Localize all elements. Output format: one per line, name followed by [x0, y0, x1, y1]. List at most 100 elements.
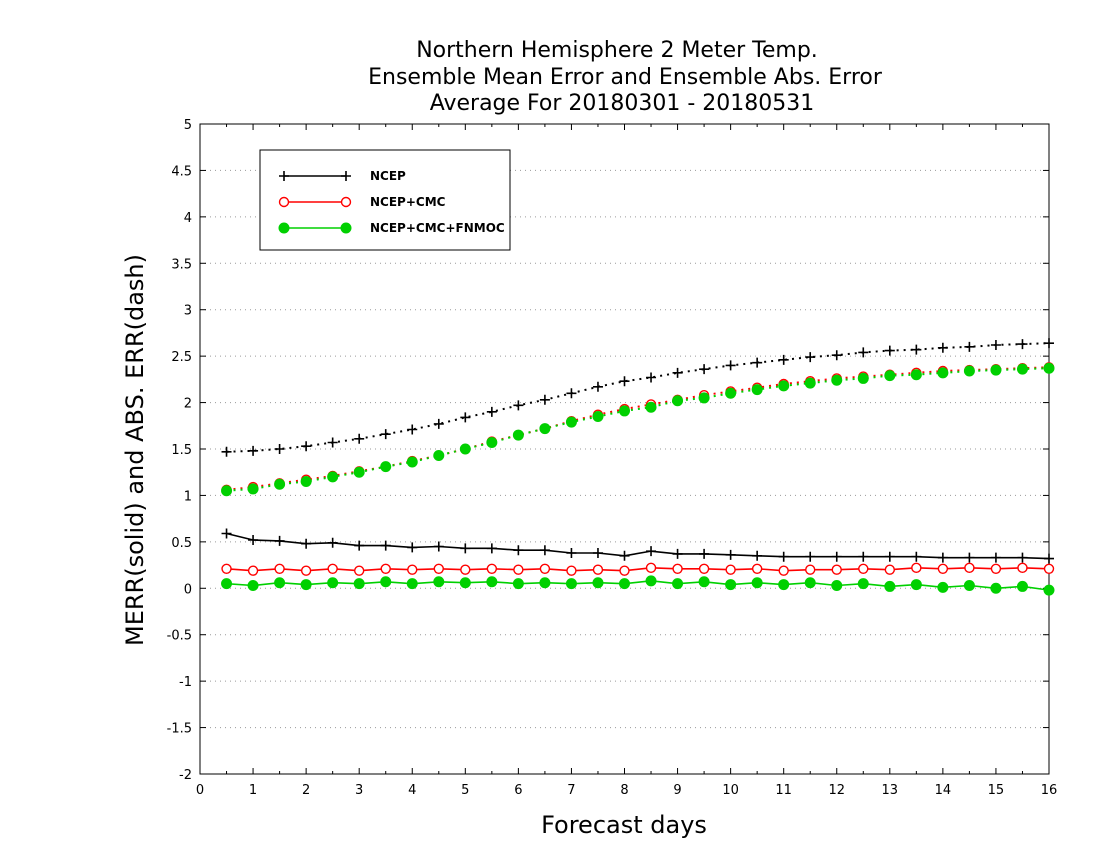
data-point	[858, 551, 869, 562]
y-tick-label: 3.5	[171, 257, 192, 272]
chart-title: Northern Hemisphere 2 Meter Temp. Ensemb…	[368, 38, 883, 116]
data-point	[698, 576, 710, 588]
data-point	[406, 578, 418, 590]
y-tick-label: 1	[184, 489, 192, 504]
data-point	[380, 540, 391, 551]
y-tick-label: -1.5	[167, 722, 192, 737]
data-point	[247, 565, 259, 576]
data-point	[831, 580, 843, 591]
series-1	[221, 362, 1055, 576]
chart-title-line-3: Average For 20180301 - 20180531	[430, 91, 815, 116]
data-point	[539, 423, 551, 435]
data-point	[990, 552, 1001, 563]
data-point	[353, 466, 365, 478]
data-point	[990, 582, 1002, 594]
data-point	[300, 579, 312, 591]
data-point	[433, 563, 444, 574]
data-point	[221, 446, 232, 457]
data-point	[340, 196, 352, 208]
data-point	[221, 528, 232, 539]
legend-label: NCEP+CMC	[370, 195, 446, 209]
data-point	[699, 548, 710, 559]
x-tick-label: 14	[935, 783, 952, 798]
data-point	[964, 552, 975, 563]
data-point	[725, 360, 736, 371]
data-point	[778, 380, 790, 392]
data-point	[566, 548, 577, 558]
y-tick-label: 4	[184, 211, 192, 226]
x-tick-label: 4	[408, 783, 416, 798]
y-tick-label: -2	[179, 768, 192, 783]
data-point	[804, 377, 816, 389]
data-point	[486, 437, 498, 448]
data-point	[221, 578, 233, 590]
data-point	[460, 412, 471, 423]
data-point	[937, 342, 948, 353]
data-point	[1017, 552, 1028, 563]
data-point	[565, 416, 577, 428]
data-point	[513, 400, 524, 411]
data-point	[805, 551, 816, 562]
data-point	[725, 549, 736, 560]
y-tick-label: 0	[184, 582, 192, 597]
data-point	[805, 352, 816, 363]
data-point	[327, 437, 338, 448]
data-point	[619, 550, 630, 561]
data-point	[407, 542, 418, 553]
data-point	[1043, 362, 1055, 374]
y-tick-label: 4.5	[171, 164, 192, 179]
data-point	[279, 171, 289, 181]
data-point	[512, 429, 524, 441]
data-point	[804, 577, 816, 589]
data-point	[566, 565, 577, 576]
data-point	[278, 222, 290, 234]
data-point	[407, 564, 418, 575]
series-0	[221, 338, 1054, 564]
x-tick-label: 1	[249, 783, 257, 798]
data-point	[592, 411, 604, 422]
series-2	[221, 362, 1055, 596]
y-tick-label: -0.5	[167, 629, 192, 644]
data-point	[751, 577, 763, 589]
data-point	[964, 562, 975, 574]
y-axis: -2 -1.5 -1 -0.5 0 0.5 1 1.5 2 2.5 3 3.5 4 4.5 5	[167, 118, 1049, 783]
data-point	[278, 196, 290, 208]
y-tick-label: 0.5	[171, 536, 192, 551]
data-point	[911, 562, 922, 574]
data-point	[512, 578, 524, 590]
data-point	[433, 418, 444, 429]
data-point	[486, 406, 497, 417]
data-point	[327, 577, 339, 589]
data-point	[910, 369, 922, 381]
y-tick-label: -1	[179, 675, 192, 690]
data-point	[858, 563, 869, 574]
data-point	[1043, 584, 1055, 596]
series-layer	[221, 338, 1055, 596]
data-point	[646, 372, 657, 383]
data-point	[672, 548, 683, 559]
data-point	[725, 387, 737, 399]
data-point	[1044, 338, 1054, 349]
data-point	[778, 551, 789, 562]
data-point	[619, 578, 630, 590]
x-tick-label: 3	[355, 783, 363, 798]
data-point	[752, 550, 763, 561]
data-point	[910, 579, 922, 591]
data-point	[963, 580, 975, 591]
data-point	[380, 576, 392, 588]
data-point	[645, 401, 657, 413]
data-point	[565, 578, 577, 590]
x-tick-label: 5	[461, 783, 469, 798]
data-point	[778, 579, 790, 591]
data-point	[964, 341, 975, 352]
data-point	[619, 565, 630, 576]
y-tick-label: 2	[184, 397, 192, 412]
data-point	[274, 577, 286, 589]
data-point	[353, 578, 365, 590]
data-point	[1017, 339, 1028, 350]
data-point	[300, 565, 312, 576]
data-point	[672, 563, 683, 574]
data-point	[327, 563, 338, 574]
data-point	[380, 563, 391, 574]
